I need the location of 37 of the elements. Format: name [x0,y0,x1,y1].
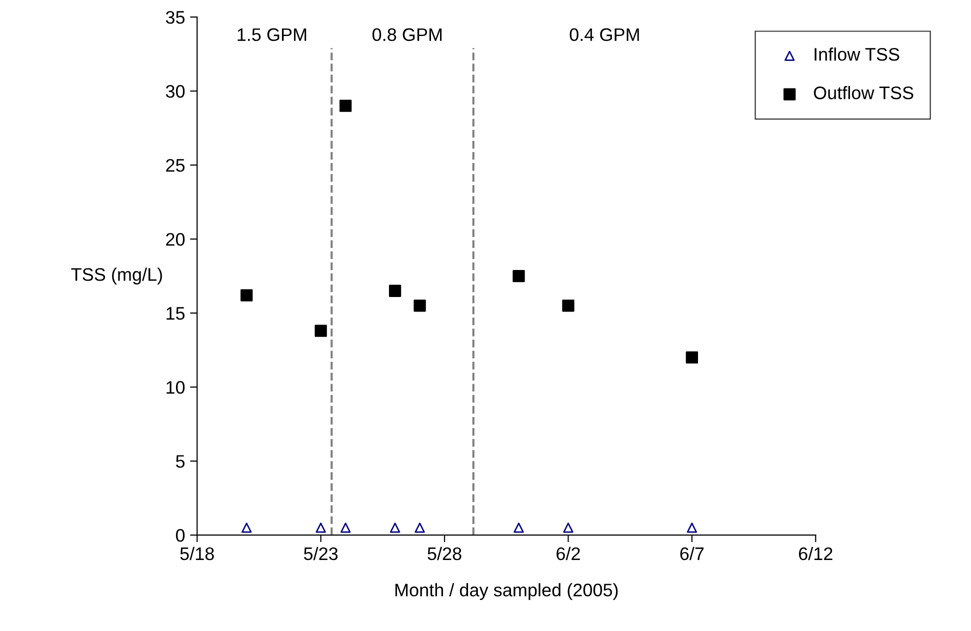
point [314,324,327,337]
x-axis-title: Month / day sampled (2005) [395,583,618,600]
point [414,300,426,312]
point [316,522,326,533]
x-tick-label: 6/12 [798,546,832,560]
annotation: 0.8 GPM [372,28,442,42]
point [240,289,253,302]
y-tick-label: 25 [166,158,185,172]
x-tick-label: 5/23 [304,546,338,560]
point [563,522,574,533]
annotation: 0.4 GPM [570,28,639,42]
annotation: 1.5 GPM [238,28,306,42]
point [388,284,402,297]
y-tick-label: 15 [166,307,185,320]
x-tick-label: 6/7 [680,546,704,560]
y-tick-label: 35 [166,10,185,24]
point [340,522,351,533]
point [339,100,352,112]
legend-label: Outflow TSS [814,86,914,100]
point [562,300,574,312]
point [512,270,525,282]
x-tick-label: 5/18 [180,546,214,560]
point [242,522,252,533]
point [414,522,425,533]
legend-label: Inflow TSS [814,47,900,61]
point [686,522,698,533]
point [390,522,400,533]
y-tick-label: 5 [176,455,185,468]
x-tick-label: 5/28 [428,546,462,560]
y-axis-title: TSS (mg/L) [71,268,162,284]
point [514,522,524,533]
y-tick-label: 10 [166,381,185,394]
x-tick-label: 6/2 [556,546,580,560]
y-tick-label: 20 [166,232,185,246]
point [686,351,698,364]
y-tick-label: 30 [166,84,185,98]
y-tick-label: 0 [176,529,185,542]
